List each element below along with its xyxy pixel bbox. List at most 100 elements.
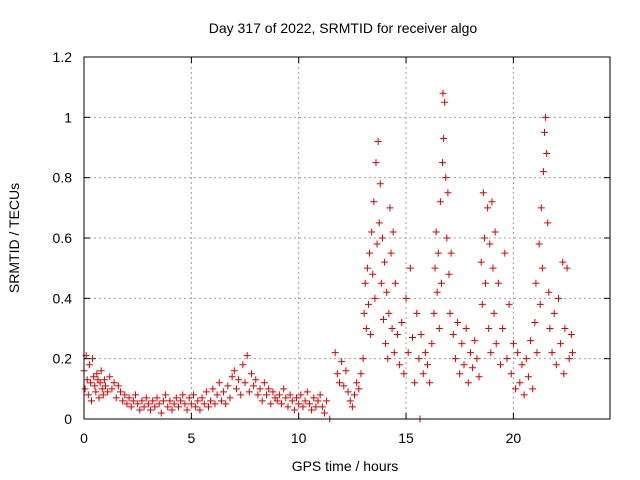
- data-point: [375, 219, 383, 227]
- data-point: [179, 391, 187, 399]
- data-point: [442, 174, 450, 182]
- data-point: [155, 400, 163, 408]
- data-point: [497, 361, 505, 369]
- data-point: [157, 409, 165, 417]
- data-point: [462, 325, 470, 332]
- data-point: [226, 394, 234, 402]
- data-point: [353, 379, 361, 387]
- data-point: [86, 379, 94, 387]
- data-point: [393, 331, 401, 339]
- grid-lines: [84, 57, 610, 419]
- data-point: [344, 388, 352, 396]
- data-point: [138, 397, 146, 405]
- data-point: [209, 385, 217, 393]
- data-point: [217, 397, 225, 405]
- data-point: [280, 385, 288, 393]
- data-point: [90, 373, 98, 381]
- data-point: [460, 361, 468, 369]
- data-point: [230, 367, 238, 375]
- data-point: [396, 361, 404, 369]
- y-tick-label: 1.2: [53, 49, 73, 65]
- data-point: [490, 309, 498, 317]
- data-point: [560, 370, 568, 378]
- data-point: [183, 406, 191, 414]
- data-point: [346, 397, 354, 405]
- data-point: [475, 373, 483, 381]
- data-point: [539, 168, 547, 176]
- data-point: [561, 325, 569, 332]
- data-point: [355, 385, 363, 393]
- y-tick-label: 0.4: [53, 290, 73, 306]
- data-point: [92, 388, 100, 396]
- data-point: [374, 137, 382, 145]
- data-point: [550, 309, 558, 317]
- data-point: [224, 382, 232, 390]
- data-point: [159, 397, 167, 405]
- data-point: [419, 370, 427, 378]
- data-point: [398, 318, 406, 326]
- data-point: [514, 349, 522, 357]
- data-point: [568, 349, 576, 357]
- data-point: [142, 394, 150, 402]
- data-point: [262, 391, 270, 399]
- y-tick-label: 0.6: [53, 230, 73, 246]
- data-point: [509, 340, 517, 348]
- data-point: [232, 385, 240, 393]
- data-point: [91, 382, 99, 390]
- data-point: [489, 264, 497, 272]
- data-point: [387, 249, 395, 257]
- data-point: [384, 355, 392, 363]
- data-point: [492, 340, 500, 348]
- data-point: [239, 361, 247, 369]
- data-point: [388, 325, 396, 332]
- data-point: [134, 400, 142, 408]
- data-point: [552, 361, 560, 369]
- data-point: [445, 270, 453, 278]
- data-point: [235, 376, 243, 384]
- data-point: [215, 379, 223, 387]
- data-point: [501, 249, 509, 257]
- data-point: [310, 394, 318, 402]
- data-point: [260, 379, 268, 387]
- x-tick-label: 5: [187, 430, 195, 446]
- data-point: [189, 391, 197, 399]
- data-point: [198, 394, 206, 402]
- data-point: [100, 376, 108, 384]
- data-point: [488, 198, 496, 206]
- data-point: [275, 391, 283, 399]
- data-point: [359, 355, 367, 363]
- data-point: [269, 388, 277, 396]
- data-point: [362, 325, 370, 332]
- data-point: [320, 409, 328, 417]
- data-point: [286, 391, 294, 399]
- data-point: [95, 394, 103, 402]
- data-point: [342, 367, 350, 375]
- data-point: [136, 406, 144, 414]
- data-point: [213, 391, 221, 399]
- data-point: [116, 388, 124, 396]
- data-point: [537, 204, 545, 212]
- data-point: [477, 258, 485, 266]
- data-point: [532, 279, 540, 287]
- data-point: [433, 288, 441, 296]
- data-point: [545, 288, 553, 296]
- data-point: [200, 400, 208, 408]
- x-tick-label: 10: [291, 430, 307, 446]
- data-point: [220, 388, 228, 396]
- data-point: [372, 159, 380, 167]
- data-point: [479, 189, 487, 197]
- y-tick-label: 1: [64, 109, 72, 125]
- data-point: [430, 309, 438, 317]
- data-point: [127, 403, 135, 411]
- data-point: [297, 391, 305, 399]
- data-point: [265, 385, 273, 393]
- data-point: [443, 234, 451, 242]
- y-tick-label: 0.8: [53, 170, 73, 186]
- data-point: [110, 379, 118, 387]
- chart-title: Day 317 of 2022, SRMTID for receiver alg…: [209, 20, 478, 36]
- data-point: [385, 309, 393, 317]
- data-point: [507, 370, 515, 378]
- data-point: [431, 264, 439, 272]
- data-point: [101, 382, 109, 390]
- data-point: [314, 397, 322, 405]
